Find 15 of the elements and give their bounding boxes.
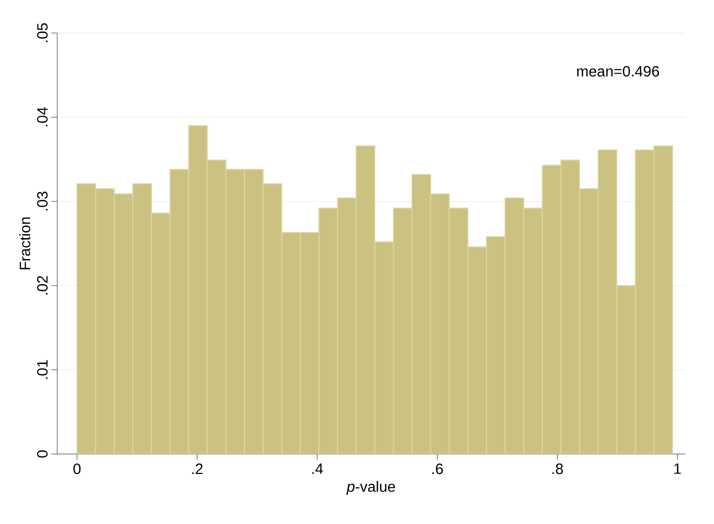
x-axis-title: p-value — [346, 480, 396, 495]
y-tick-label: .03 — [37, 192, 48, 210]
y-axis-title: Fraction — [19, 217, 30, 270]
y-tick-label: .02 — [37, 276, 48, 295]
y-tick-label: .01 — [37, 360, 48, 379]
x-tick-label: .6 — [432, 464, 443, 474]
y-tick-label: 0 — [37, 450, 48, 458]
y-tick-label: .04 — [37, 107, 48, 126]
x-tick-label: .4 — [312, 464, 323, 474]
annotation: mean=0.496 — [577, 66, 660, 77]
x-tick-label: .2 — [192, 464, 203, 474]
x-tick-label: 1 — [674, 464, 681, 474]
x-tick-label: .8 — [552, 464, 563, 474]
y-tick-label: .05 — [37, 23, 48, 42]
x-tick-label: 0 — [73, 464, 81, 474]
